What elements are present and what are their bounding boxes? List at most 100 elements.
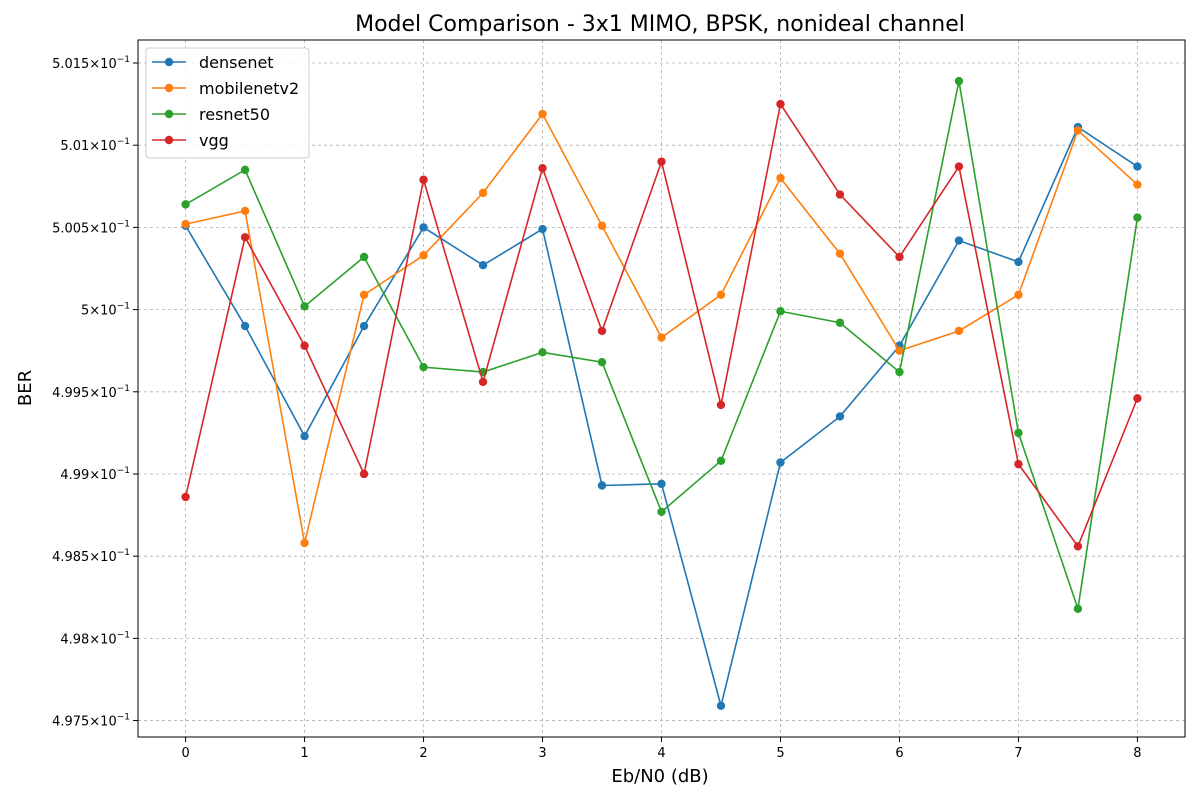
data-point-resnet50 (895, 367, 904, 377)
x-tick-label: 6 (895, 746, 903, 761)
data-point-vgg (359, 469, 369, 479)
data-point-vgg (538, 164, 547, 173)
data-point-mobilenetv2 (954, 326, 964, 336)
y-tick-label: 4.99×10−1 (60, 466, 130, 483)
data-point-vgg (1133, 394, 1142, 403)
data-point-vgg (597, 326, 607, 336)
data-point-vgg (419, 175, 428, 184)
data-point-densenet (538, 224, 547, 234)
legend-swatch-marker (164, 83, 174, 93)
data-point-densenet (1133, 162, 1142, 171)
data-point-resnet50 (181, 200, 190, 209)
data-point-mobilenetv2 (895, 346, 904, 355)
x-tick-label: 5 (776, 746, 784, 761)
data-point-densenet (1014, 257, 1023, 267)
data-point-vgg (657, 157, 666, 166)
y-tick-label: 5.005×10−1 (52, 219, 130, 236)
data-point-mobilenetv2 (419, 251, 428, 260)
chart-title: Model Comparison - 3x1 MIMO, BPSK, nonid… (355, 12, 965, 37)
x-tick-label: 1 (300, 746, 308, 761)
x-tick-label: 4 (657, 746, 665, 761)
data-point-vgg (954, 162, 964, 171)
data-point-densenet (240, 321, 250, 331)
data-point-densenet (954, 236, 964, 245)
data-point-densenet (597, 481, 607, 490)
data-point-mobilenetv2 (181, 219, 190, 229)
data-point-vgg (181, 492, 190, 502)
legend-label: mobilenetv2 (199, 79, 299, 98)
series-mobilenetv2 (181, 109, 1142, 548)
y-axis-label: BER (15, 370, 36, 406)
y-tick-label: 4.975×10−1 (52, 713, 130, 730)
data-point-resnet50 (300, 302, 309, 311)
y-tick-label: 4.985×10−1 (52, 548, 130, 565)
series-vgg (181, 99, 1142, 551)
legend-swatch-marker (164, 57, 174, 67)
data-point-densenet (359, 321, 369, 331)
y-tick-label: 4.98×10−1 (60, 630, 130, 647)
data-point-mobilenetv2 (657, 333, 666, 342)
data-point-mobilenetv2 (716, 290, 726, 299)
data-point-vgg (478, 377, 488, 387)
legend-label: vgg (199, 131, 229, 150)
x-tick-label: 7 (1014, 746, 1022, 761)
data-point-vgg (835, 190, 845, 199)
data-point-mobilenetv2 (776, 173, 785, 183)
data-point-mobilenetv2 (359, 290, 369, 299)
data-point-densenet (300, 431, 309, 441)
data-point-mobilenetv2 (1133, 180, 1142, 189)
data-point-resnet50 (1073, 604, 1083, 613)
legend-swatch-marker (164, 135, 174, 145)
data-point-densenet (835, 412, 845, 421)
data-point-resnet50 (597, 357, 607, 367)
data-point-resnet50 (1014, 428, 1023, 438)
x-tick-label: 0 (181, 746, 189, 761)
data-point-vgg (1073, 542, 1083, 551)
data-point-mobilenetv2 (597, 221, 607, 230)
legend-swatch-marker (164, 109, 174, 119)
data-point-vgg (1014, 459, 1023, 469)
data-point-resnet50 (1133, 213, 1142, 222)
data-point-resnet50 (359, 252, 369, 262)
y-tick-label: 4.995×10−1 (52, 384, 130, 401)
data-point-densenet (478, 261, 488, 270)
data-point-resnet50 (240, 165, 250, 175)
data-point-resnet50 (716, 456, 726, 466)
grid (138, 40, 1185, 737)
axis-ticks: 0 1 2 3 4 5 6 7 8 4.975×10−1 4.98×10−1 4.985×10−1 4.… (52, 55, 1141, 761)
data-point-mobilenetv2 (300, 538, 309, 548)
data-point-resnet50 (538, 348, 547, 357)
x-tick-label: 2 (419, 746, 427, 761)
series-layer (181, 76, 1142, 710)
data-point-vgg (776, 99, 785, 109)
x-tick-label: 8 (1133, 746, 1141, 761)
series-resnet50 (181, 76, 1142, 613)
data-point-mobilenetv2 (1014, 290, 1023, 299)
data-point-mobilenetv2 (538, 109, 547, 119)
data-point-mobilenetv2 (478, 188, 488, 198)
data-point-densenet (716, 701, 726, 710)
data-point-vgg (716, 400, 726, 410)
y-tick-label: 5.015×10−1 (52, 55, 130, 72)
y-tick-label: 5.01×10−1 (60, 137, 130, 154)
x-axis-label: Eb/N0 (dB) (611, 766, 708, 787)
data-point-resnet50 (419, 362, 428, 372)
y-tick-label: 5×10−1 (81, 302, 130, 319)
data-point-mobilenetv2 (835, 249, 845, 258)
legend-label: resnet50 (199, 105, 270, 124)
legend-box (145, 47, 310, 159)
data-point-resnet50 (835, 318, 845, 327)
data-point-densenet (776, 458, 785, 467)
data-point-vgg (300, 341, 309, 350)
legend: densenet mobilenetv2 resnet50 vgg (145, 47, 310, 159)
x-tick-label: 3 (538, 746, 546, 761)
data-point-resnet50 (657, 507, 666, 516)
data-point-vgg (895, 252, 904, 262)
data-point-resnet50 (776, 307, 785, 316)
data-point-resnet50 (954, 76, 964, 86)
data-point-mobilenetv2 (240, 206, 250, 216)
data-point-densenet (419, 223, 428, 232)
data-point-vgg (240, 233, 250, 242)
legend-label: densenet (199, 53, 274, 72)
